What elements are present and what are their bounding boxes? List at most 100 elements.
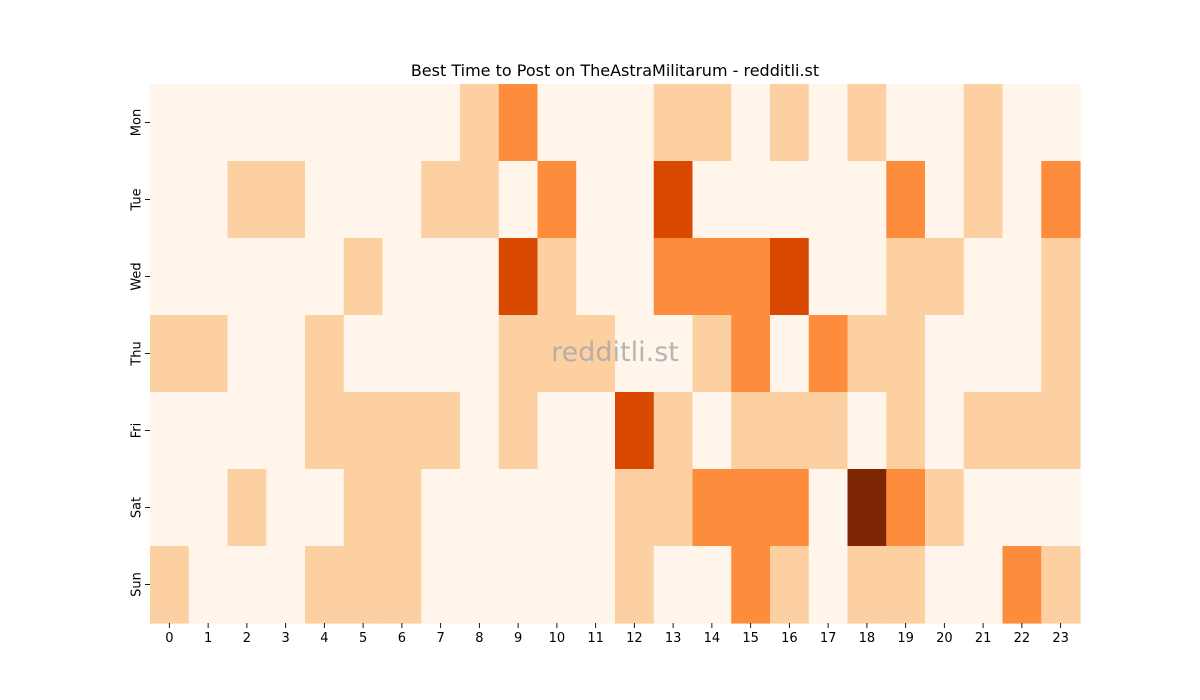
heatmap-cell-tue-3 (266, 161, 306, 239)
heatmap-cell-fri-12 (615, 392, 655, 470)
heatmap-cell-sun-18 (847, 546, 887, 624)
heatmap-cell-sat-18 (847, 469, 887, 547)
heatmap-cell-sat-6 (382, 469, 422, 547)
heatmap-cell-wed-4 (305, 238, 345, 316)
heatmap-cell-mon-16 (770, 84, 810, 162)
x-tick-label-3: 3 (281, 631, 289, 646)
heatmap-cell-tue-0 (150, 161, 190, 239)
heatmap-cell-thu-9 (498, 315, 539, 393)
heatmap-cell-mon-1 (188, 84, 229, 162)
heatmap-cell-tue-22 (1002, 161, 1042, 239)
heatmap-cell-fri-5 (343, 392, 384, 470)
heatmap-cell-wed-13 (653, 238, 694, 316)
heatmap-cell-fri-4 (305, 392, 345, 470)
heatmap-cell-fri-20 (925, 392, 965, 470)
heatmap-cell-mon-13 (653, 84, 694, 162)
heatmap-cell-sat-4 (305, 469, 345, 547)
x-tick-label-10: 10 (549, 631, 566, 646)
heatmap-cell-wed-19 (886, 238, 926, 316)
heatmap-cell-tue-21 (963, 161, 1004, 239)
heatmap-cell-wed-10 (537, 238, 577, 316)
heatmap-cell-mon-7 (421, 84, 461, 162)
heatmap-cell-fri-19 (886, 392, 926, 470)
heatmap-cell-fri-16 (770, 392, 810, 470)
heatmap-cell-thu-21 (963, 315, 1004, 393)
heatmap-cell-thu-16 (770, 315, 810, 393)
heatmap-cell-sat-10 (537, 469, 577, 547)
heatmap-cell-mon-11 (576, 84, 616, 162)
heatmap-cell-thu-18 (847, 315, 887, 393)
heatmap-cell-fri-22 (1002, 392, 1042, 470)
heatmap-cell-wed-23 (1041, 238, 1081, 316)
y-tick-label-wed: Wed (130, 262, 145, 290)
heatmap-cell-sat-12 (615, 469, 655, 547)
heatmap-cell-tue-4 (305, 161, 345, 239)
heatmap-cell-wed-18 (847, 238, 887, 316)
heatmap-cell-thu-11 (576, 315, 616, 393)
heatmap-cell-thu-3 (266, 315, 306, 393)
heatmap-cell-wed-0 (150, 238, 190, 316)
x-tick-label-14: 14 (704, 631, 721, 646)
x-tick-label-6: 6 (398, 631, 406, 646)
heatmap-cell-wed-5 (343, 238, 384, 316)
heatmap-cell-fri-1 (188, 392, 229, 470)
x-tick-label-11: 11 (587, 631, 604, 646)
x-tick-label-23: 23 (1052, 631, 1069, 646)
heatmap-cell-fri-13 (653, 392, 694, 470)
heatmap-cell-tue-10 (537, 161, 577, 239)
heatmap-cell-fri-21 (963, 392, 1004, 470)
heatmap-cell-sat-17 (808, 469, 849, 547)
heatmap-cell-mon-5 (343, 84, 384, 162)
heatmap-cell-thu-19 (886, 315, 926, 393)
heatmap-cell-sun-1 (188, 546, 229, 624)
heatmap-cell-mon-4 (305, 84, 345, 162)
watermark: redditli.st (551, 337, 679, 368)
heatmap-cell-tue-6 (382, 161, 422, 239)
heatmap-cell-fri-6 (382, 392, 422, 470)
x-tick-label-12: 12 (626, 631, 643, 646)
heatmap-cell-mon-2 (227, 84, 267, 162)
heatmap-cell-sun-5 (343, 546, 384, 624)
heatmap-cell-thu-22 (1002, 315, 1042, 393)
heatmap-cell-thu-14 (692, 315, 732, 393)
heatmap-cells (150, 84, 1081, 624)
heatmap-cell-tue-17 (808, 161, 849, 239)
x-tick-label-4: 4 (320, 631, 328, 646)
heatmap-cell-tue-9 (498, 161, 539, 239)
x-tick-label-17: 17 (820, 631, 837, 646)
y-tick-label-tue: Tue (130, 188, 145, 211)
heatmap-cell-sat-7 (421, 469, 461, 547)
heatmap-cell-mon-10 (537, 84, 577, 162)
heatmap-cell-sat-9 (498, 469, 539, 547)
heatmap-cell-wed-6 (382, 238, 422, 316)
heatmap-cell-mon-3 (266, 84, 306, 162)
heatmap-cell-tue-2 (227, 161, 267, 239)
heatmap-cell-sun-23 (1041, 546, 1081, 624)
heatmap-cell-mon-15 (731, 84, 771, 162)
heatmap-cell-sat-5 (343, 469, 384, 547)
heatmap-cell-sat-2 (227, 469, 267, 547)
heatmap-cell-fri-14 (692, 392, 732, 470)
heatmap-cell-fri-2 (227, 392, 267, 470)
heatmap-cell-fri-11 (576, 392, 616, 470)
heatmap-cell-mon-17 (808, 84, 849, 162)
heatmap-cell-sat-19 (886, 469, 926, 547)
heatmap-cell-mon-19 (886, 84, 926, 162)
heatmap-cell-thu-12 (615, 315, 655, 393)
heatmap-cell-sat-15 (731, 469, 771, 547)
heatmap-cell-sun-4 (305, 546, 345, 624)
heatmap-cell-sun-20 (925, 546, 965, 624)
x-tick-label-15: 15 (742, 631, 759, 646)
heatmap-cell-tue-8 (460, 161, 500, 239)
heatmap-cell-mon-9 (498, 84, 539, 162)
heatmap-cell-sat-21 (963, 469, 1004, 547)
heatmap-cell-wed-15 (731, 238, 771, 316)
heatmap-cell-fri-18 (847, 392, 887, 470)
heatmap-cell-sat-20 (925, 469, 965, 547)
heatmap-cell-sun-10 (537, 546, 577, 624)
heatmap-cell-fri-7 (421, 392, 461, 470)
heatmap-cell-wed-12 (615, 238, 655, 316)
heatmap-cell-tue-23 (1041, 161, 1081, 239)
heatmap-cell-sun-22 (1002, 546, 1042, 624)
heatmap-cell-fri-8 (460, 392, 500, 470)
